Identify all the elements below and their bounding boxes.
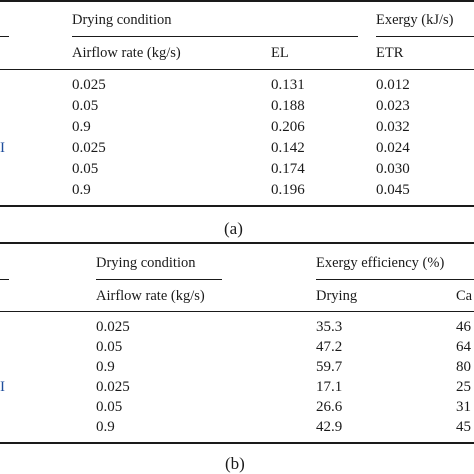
table-b-bottom-rule — [0, 442, 474, 444]
table-b-exergy-efficiency-header: Exergy efficiency (%) — [316, 255, 445, 271]
table-b-drying-cell: 59.7 — [316, 359, 343, 375]
table-a-caption: (a) — [224, 219, 243, 238]
table-b-airflow-cell: 0.025 — [96, 379, 130, 395]
table-a-bottom-rule — [0, 205, 474, 207]
table-b-ca-cell: 46 — [456, 319, 471, 335]
table-a-el-cell: 0.196 — [271, 182, 305, 198]
table-a-airflow-cell: 0.025 — [72, 140, 106, 156]
table-a-el-cell: 0.206 — [271, 119, 305, 135]
table-b-airflow-cell: 0.05 — [96, 399, 123, 415]
table-b-ca-cell: 64 — [456, 339, 471, 355]
table-a-airflow-rate-header: Airflow rate (kg/s) — [72, 45, 181, 61]
table-a-etr-cell: 0.012 — [376, 77, 410, 93]
table-a-etr-cell: 0.030 — [376, 161, 410, 177]
table-b-airflow-rate-header: Airflow rate (kg/s) — [96, 288, 205, 304]
table-a-airflow-cell: 0.05 — [72, 98, 99, 114]
table-a-etr-cell: 0.032 — [376, 119, 410, 135]
table-a-etr-cell: 0.023 — [376, 98, 410, 114]
table-a-el-header: EL — [271, 45, 289, 61]
table-b-drying-cell: 17.1 — [316, 379, 343, 395]
table-b-ca-cell: 45 — [456, 419, 471, 435]
table-b-drying-header: Drying — [316, 288, 358, 304]
table-b-airflow-cell: 0.9 — [96, 359, 115, 375]
table-a-etr-header: ETR — [376, 45, 404, 61]
table-b-drying-cell: 42.9 — [316, 419, 343, 435]
table-b-caption: (b) — [225, 454, 245, 473]
table-a-el-cell: 0.174 — [271, 161, 305, 177]
table-a-airflow-cell: 0.9 — [72, 182, 91, 198]
table-a-airflow-cell: 0.05 — [72, 161, 99, 177]
table-b-drying-cell: 35.3 — [316, 319, 343, 335]
table-a-exergy-underline — [376, 36, 474, 37]
table-a-el-cell: 0.131 — [271, 77, 305, 93]
table-a-drying-condition-underline — [72, 36, 358, 37]
table-b-ca-cell: 80 — [456, 359, 471, 375]
table-b-side-mark: I — [0, 379, 5, 395]
table-a-drying-condition-header: Drying condition — [72, 12, 172, 28]
table-a-top-rule — [0, 0, 474, 2]
table-a-etr-cell: 0.024 — [376, 140, 410, 156]
table-a-airflow-cell: 0.9 — [72, 119, 91, 135]
table-b-airflow-cell: 0.9 — [96, 419, 115, 435]
table-b-ca-cell: 25 — [456, 379, 471, 395]
table-b-drying-cell: 26.6 — [316, 399, 343, 415]
table-a-left-stub-rule — [0, 36, 9, 37]
table-a-exergy-header: Exergy (kJ/s) — [376, 12, 454, 28]
table-b-drying-cell: 47.2 — [316, 339, 343, 355]
table-a-el-cell: 0.188 — [271, 98, 305, 114]
table-a-side-mark: I — [0, 140, 5, 156]
table-b-drying-condition-underline — [96, 279, 222, 280]
table-b-airflow-cell: 0.025 — [96, 319, 130, 335]
table-b-left-stub-rule — [0, 279, 9, 280]
table-b-ca-header: Ca — [456, 288, 473, 304]
table-a-el-cell: 0.142 — [271, 140, 305, 156]
table-b-drying-condition-header: Drying condition — [96, 255, 196, 271]
table-a-airflow-cell: 0.025 — [72, 77, 106, 93]
table-b-exergy-efficiency-underline — [316, 279, 474, 280]
table-a-header-rule — [0, 69, 474, 70]
table-b-ca-cell: 31 — [456, 399, 471, 415]
table-b-header-rule — [0, 311, 474, 312]
table-b-top-rule — [0, 242, 474, 244]
table-b-airflow-cell: 0.05 — [96, 339, 123, 355]
table-a-etr-cell: 0.045 — [376, 182, 410, 198]
